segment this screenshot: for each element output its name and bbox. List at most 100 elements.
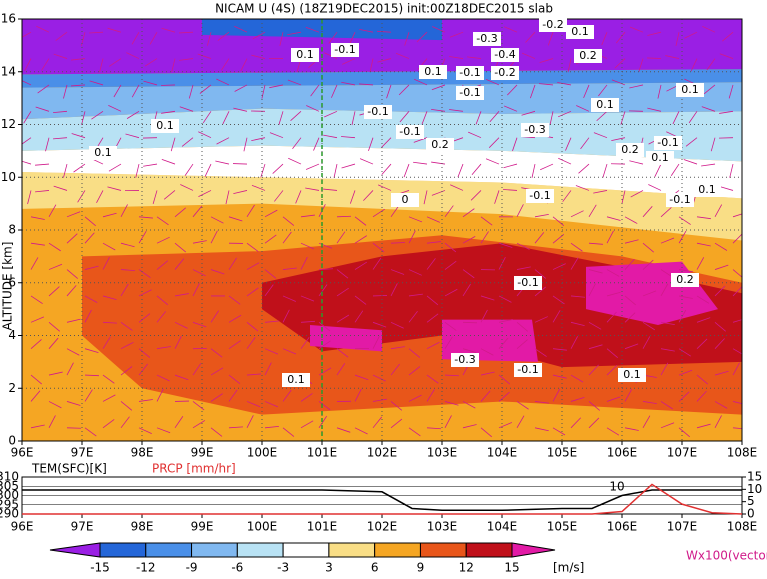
contour-label: 0.1 — [571, 25, 589, 38]
x-tick-label: 108E — [727, 520, 758, 534]
contour-label: 0.2 — [579, 49, 597, 62]
colorbar-label: 6 — [371, 561, 379, 575]
series-line — [22, 484, 742, 514]
contour-label: -0.1 — [517, 363, 538, 376]
contour-label: 0.2 — [431, 138, 449, 151]
colorbar-box — [192, 543, 238, 557]
x-tick-label: 105E — [547, 446, 578, 460]
contour-label: 0.1 — [698, 183, 716, 196]
x-tick-label: 101E — [307, 520, 338, 534]
contour-label: -0.1 — [367, 105, 388, 118]
line-annotation: 10 — [609, 480, 624, 494]
y-tick-label: 6 — [8, 275, 16, 289]
contour-label: -0.2 — [542, 18, 563, 31]
x-tick-label: 102E — [367, 520, 398, 534]
y-tick-label: 4 — [8, 328, 16, 342]
x-tick-label: 100E — [247, 520, 278, 534]
x-tick-label: 99E — [191, 520, 214, 534]
chart-title: NICAM U (4S) (18Z19DEC2015) init:00Z18DE… — [215, 2, 553, 16]
contour-label: -0.1 — [334, 43, 355, 56]
colorbar-extend — [50, 543, 100, 557]
wind-vector — [373, 295, 387, 296]
contour-label: -0.3 — [524, 123, 545, 136]
colorbar-label: -9 — [186, 561, 198, 575]
colorbar-label: -15 — [90, 561, 110, 575]
legend-entry: PRCP [mm/hr] — [152, 462, 236, 476]
y-tick-label: 8 — [8, 223, 16, 237]
contour-label: 0.1 — [596, 98, 614, 111]
contour-label: -0.3 — [476, 32, 497, 45]
contour-label: 0.1 — [287, 373, 305, 386]
legend-entry: TEM(SFC)[K] — [31, 462, 107, 476]
x-tick-label: 100E — [247, 446, 278, 460]
wind-vector — [463, 322, 477, 323]
colorbar-box — [420, 543, 466, 557]
y-tick-label: 14 — [1, 64, 16, 78]
y-tick-label: 12 — [1, 117, 16, 131]
colorbar-label: -3 — [277, 561, 289, 575]
x-tick-label: 106E — [607, 520, 638, 534]
y2-tick-label: 5 — [747, 494, 755, 508]
contour-label: 0 — [402, 193, 409, 206]
y-tick-label: 2 — [8, 381, 16, 395]
colorbar-box — [375, 543, 421, 557]
y-tick-label: 16 — [1, 12, 16, 26]
colorbar-box — [329, 543, 375, 557]
contour-label: -0.4 — [494, 48, 515, 61]
x-tick-label: 103E — [427, 446, 458, 460]
x-tick-label: 104E — [487, 446, 518, 460]
x-tick-label: 107E — [667, 520, 698, 534]
contour-label: -0.3 — [454, 353, 475, 366]
contour-label: -0.1 — [657, 136, 678, 149]
y-tick-label: 0 — [8, 434, 16, 448]
x-tick-label: 96E — [11, 446, 34, 460]
x-tick-label: 96E — [11, 520, 34, 534]
colorbar-box — [146, 543, 192, 557]
x-tick-label: 108E — [727, 446, 758, 460]
wind-vector — [233, 164, 247, 165]
y-tick-label: 310 — [0, 470, 19, 484]
contour-label: -0.1 — [669, 193, 690, 206]
colorbar-box — [283, 543, 329, 557]
contour-label: 0.1 — [156, 119, 174, 132]
colorbar-unit: [m/s] — [553, 561, 584, 575]
x-tick-label: 104E — [487, 520, 518, 534]
contour-label: 0.1 — [424, 65, 442, 78]
contour-label: -0.1 — [517, 276, 538, 289]
colorbar-label: 12 — [459, 561, 474, 575]
vector-label: Wx100(vector) — [686, 549, 767, 563]
colorbar-label: -12 — [136, 561, 156, 575]
colorbar-label: -6 — [231, 561, 243, 575]
contour-label: 0.1 — [681, 83, 699, 96]
contour-label: -0.1 — [399, 125, 420, 138]
x-tick-label: 103E — [427, 520, 458, 534]
colorbar-label: 3 — [325, 561, 333, 575]
contour-label: -0.2 — [494, 66, 515, 79]
colorbar-box — [466, 543, 512, 557]
contour-label: -0.1 — [459, 66, 480, 79]
contour-label: -0.1 — [459, 86, 480, 99]
x-tick-label: 98E — [131, 520, 154, 534]
contour-label: -0.1 — [529, 189, 550, 202]
x-tick-label: 97E — [71, 520, 94, 534]
y2-tick-label: 0 — [747, 507, 755, 521]
colorbar-label: 15 — [504, 561, 519, 575]
x-tick-label: 101E — [307, 446, 338, 460]
contour-label: 0.1 — [296, 48, 314, 61]
x-tick-label: 99E — [191, 446, 214, 460]
contour-label: 0.2 — [621, 143, 639, 156]
y2-tick-label: 15 — [747, 470, 762, 484]
x-tick-label: 97E — [71, 446, 94, 460]
colorbar-box — [100, 543, 146, 557]
x-tick-label: 106E — [607, 446, 638, 460]
contour-label: 0.1 — [651, 151, 669, 164]
colorbar-box — [237, 543, 283, 557]
contour-label: 0.1 — [623, 368, 641, 381]
contour-label: 0.1 — [94, 146, 112, 159]
colorbar-label: 9 — [417, 561, 425, 575]
x-tick-label: 105E — [547, 520, 578, 534]
x-tick-label: 102E — [367, 446, 398, 460]
y-tick-label: 10 — [1, 170, 16, 184]
x-tick-label: 98E — [131, 446, 154, 460]
